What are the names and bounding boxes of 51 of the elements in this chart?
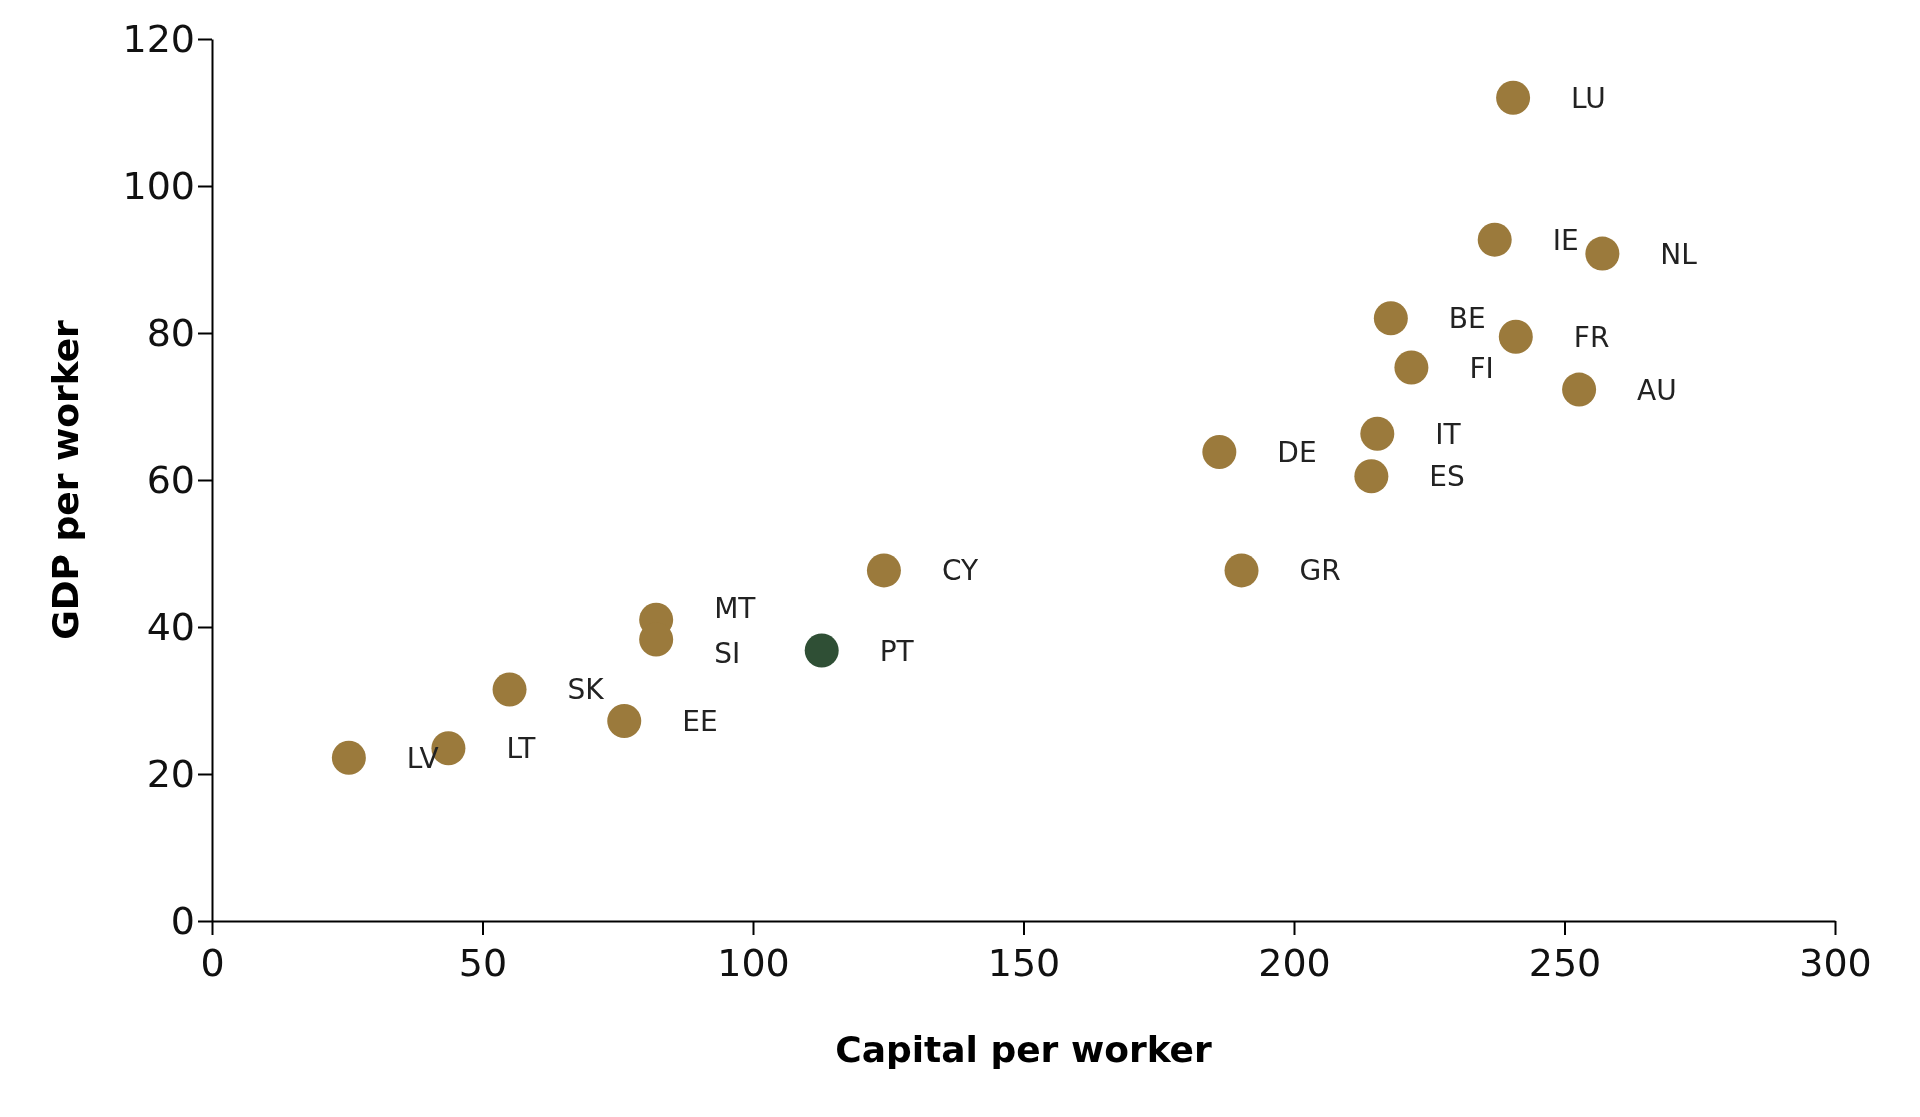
point — [492, 672, 527, 707]
annotation: LT — [506, 732, 537, 766]
annotation: IE — [1552, 223, 1579, 257]
point — [1354, 459, 1389, 494]
point — [607, 704, 642, 739]
x-tick-label: 200 — [1258, 941, 1331, 985]
annotation: EE — [682, 705, 718, 739]
annotation: LU — [1571, 81, 1606, 115]
annotation: MT — [714, 591, 757, 625]
point — [1394, 350, 1429, 385]
annotation: AU — [1637, 373, 1677, 407]
annotation: SK — [567, 673, 605, 707]
point — [331, 740, 366, 775]
x-tick-label: 50 — [458, 941, 508, 985]
x-tick-label: 150 — [987, 941, 1061, 985]
annotation: SI — [714, 637, 741, 671]
y-axis-title: GDP per worker — [45, 319, 86, 640]
point — [1585, 236, 1620, 271]
x-tick-label: 100 — [717, 941, 790, 985]
point — [1477, 222, 1512, 257]
point — [804, 633, 839, 668]
x-axis-title: Capital per worker — [835, 1029, 1213, 1070]
annotation: CY — [941, 554, 979, 588]
annotation: PT — [879, 634, 915, 668]
y-tick-label: 20 — [146, 751, 195, 796]
y-tick-label: 80 — [146, 310, 195, 355]
y-tick-label: 100 — [122, 163, 195, 208]
y-tick-label: 120 — [122, 16, 195, 61]
point — [1224, 553, 1259, 588]
point — [1360, 416, 1395, 451]
point — [1202, 435, 1237, 470]
y-tick-label: 0 — [170, 898, 195, 943]
annotation: LV — [406, 741, 439, 775]
annotation: GR — [1299, 554, 1341, 588]
annotation: ES — [1429, 460, 1465, 494]
point — [1498, 319, 1533, 354]
x-tick-label: 250 — [1528, 941, 1602, 985]
point — [1496, 80, 1531, 115]
y-tick-label: 40 — [146, 604, 195, 649]
point — [1562, 372, 1597, 407]
x-tick-label: 0 — [200, 941, 225, 985]
annotation: NL — [1660, 237, 1698, 271]
x-tick-label: 300 — [1799, 941, 1872, 985]
annotation: DE — [1277, 436, 1317, 470]
annotation: FR — [1573, 320, 1610, 354]
point — [1373, 301, 1408, 336]
annotation: FI — [1469, 351, 1494, 385]
point — [866, 553, 901, 588]
annotation: BE — [1448, 302, 1486, 336]
y-tick-label: 60 — [146, 457, 195, 502]
annotation: IT — [1435, 417, 1462, 451]
